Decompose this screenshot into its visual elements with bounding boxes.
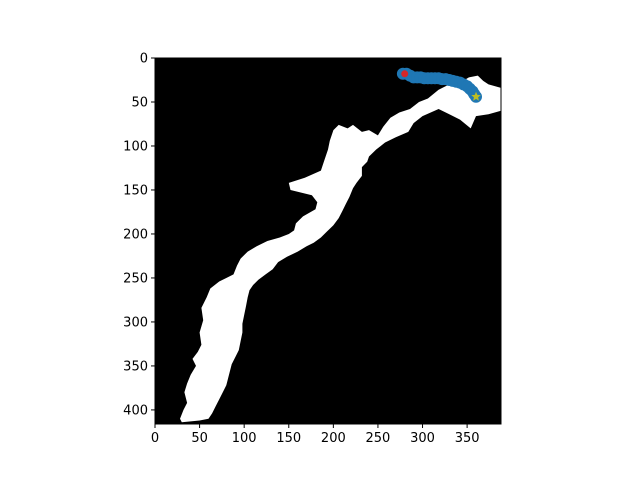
- y-tick-label: 300: [123, 315, 148, 330]
- axes-frame: [154, 57, 502, 425]
- x-tick-label: 200: [321, 431, 346, 446]
- x-tick-label: 300: [410, 431, 435, 446]
- x-axis: 0 50 100 150 200 250 300 350: [151, 424, 480, 446]
- end-marker: [471, 91, 481, 101]
- x-tick-label: 50: [191, 431, 208, 446]
- y-tick-label: 350: [123, 359, 148, 374]
- series-layer: [396, 67, 482, 103]
- start-marker: [401, 70, 409, 78]
- axes: 0 50 100 150 200 250 300 350 0 50 100 150 200 250 300…: [123, 52, 502, 446]
- y-tick-label: 400: [123, 403, 148, 418]
- y-tick-label: 150: [123, 183, 148, 198]
- y-tick-label: 100: [123, 139, 148, 154]
- y-tick-label: 0: [140, 52, 148, 67]
- y-tick-label: 200: [123, 227, 148, 242]
- x-tick-label: 250: [366, 431, 391, 446]
- y-axis: 0 50 100 150 200 250 300 350 400: [123, 52, 155, 418]
- marker-layer: [401, 70, 481, 101]
- mask-image: [180, 75, 501, 423]
- y-tick-label: 50: [131, 95, 148, 110]
- x-tick-label: 0: [151, 431, 159, 446]
- x-tick-label: 150: [276, 431, 301, 446]
- y-tick-label: 250: [123, 271, 148, 286]
- mask-foreground-region: [180, 75, 501, 423]
- x-tick-label: 350: [455, 431, 480, 446]
- x-tick-label: 100: [232, 431, 257, 446]
